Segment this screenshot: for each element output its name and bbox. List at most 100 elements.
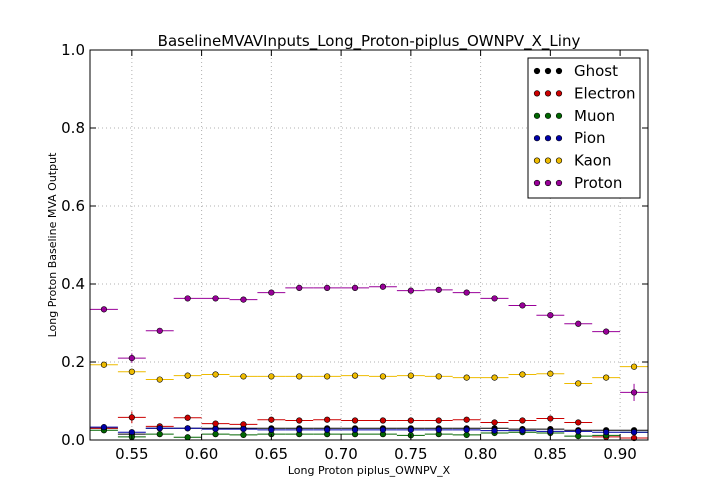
pion-point <box>575 428 582 435</box>
electron-point <box>435 417 442 424</box>
y-tick-label: 0.8 <box>61 119 85 137</box>
kaon-point <box>519 371 526 378</box>
proton-point <box>296 284 303 292</box>
pion-point <box>324 426 331 433</box>
proton-point <box>491 295 498 302</box>
x-tick-label: 0.85 <box>534 445 567 463</box>
legend-item-ghost: Ghost <box>533 62 618 80</box>
electron-point <box>128 414 135 421</box>
proton-point <box>268 289 275 296</box>
kaon-point <box>100 361 108 368</box>
legend-marker <box>555 157 563 164</box>
legend-marker <box>544 90 552 97</box>
proton-point <box>324 284 331 292</box>
pion-point <box>156 425 163 432</box>
electron-point <box>268 416 275 423</box>
proton-point <box>156 327 163 334</box>
legend-item-pion: Pion <box>533 129 606 147</box>
y-tick-label: 0.2 <box>61 353 85 371</box>
legend-item-kaon: Kaon <box>533 152 611 170</box>
series-layer <box>90 283 648 442</box>
electron-point <box>212 420 219 427</box>
muon-point <box>240 431 247 439</box>
muon-point <box>463 431 470 439</box>
legend-marker <box>533 135 541 142</box>
legend-label: Electron <box>574 84 636 102</box>
series-proton <box>90 283 648 401</box>
legend-items: Ghost Electron Muon Pion Kaon Proton <box>533 62 636 192</box>
series-pion <box>90 424 648 436</box>
legend-label: Kaon <box>574 152 611 170</box>
x-tick-label: 0.80 <box>464 445 497 463</box>
kaon-point <box>491 374 498 381</box>
x-axis-label: Long Proton piplus_OWNPV_X <box>288 464 451 477</box>
pion-point <box>100 424 108 431</box>
pion-point <box>407 426 414 433</box>
proton-point <box>212 295 219 302</box>
kaon-point <box>128 368 135 375</box>
kaon-point <box>324 373 331 380</box>
proton-point <box>463 289 470 296</box>
x-tick-label: 0.65 <box>255 445 288 463</box>
chart-title: BaselineMVAVInputs_Long_Proton-piplus_OW… <box>158 32 581 51</box>
proton-point <box>351 284 359 292</box>
legend-label: Proton <box>574 174 622 192</box>
legend-marker <box>533 179 541 187</box>
legend-marker <box>555 135 563 142</box>
muon-point <box>156 431 163 438</box>
tick-labels: 0.55 0.60 0.65 0.70 0.75 0.80 0.85 0.90 0.0 0.2 0.… <box>61 41 637 463</box>
electron-point <box>296 417 303 424</box>
legend-marker <box>555 90 563 97</box>
electron-point <box>184 414 191 421</box>
kaon-point <box>296 373 303 380</box>
x-tick-label: 0.60 <box>185 445 218 463</box>
pion-point <box>212 425 219 433</box>
kaon-point <box>575 380 582 387</box>
kaon-point <box>407 372 414 379</box>
kaon-point <box>184 372 191 379</box>
legend-marker <box>544 157 552 164</box>
legend-item-electron: Electron <box>533 84 636 102</box>
pion-point <box>240 425 247 433</box>
electron-point <box>491 419 498 426</box>
pion-point <box>296 426 303 433</box>
electron-point <box>463 416 470 423</box>
electron-point <box>351 417 359 424</box>
x-tick-label: 0.75 <box>394 445 427 463</box>
proton-point <box>547 312 554 319</box>
pion-point <box>519 427 526 434</box>
legend-marker <box>533 90 541 97</box>
proton-point <box>630 389 638 396</box>
x-tick-label: 0.90 <box>603 445 636 463</box>
proton-point <box>603 328 610 335</box>
kaon-point <box>156 376 163 383</box>
kaon-point <box>268 373 275 380</box>
legend-marker <box>544 135 552 142</box>
y-tick-label: 0.4 <box>61 275 85 293</box>
proton-point <box>435 286 442 293</box>
legend-marker <box>555 179 563 187</box>
kaon-point <box>435 373 442 380</box>
kaon-point <box>240 373 247 380</box>
legend-label: Muon <box>574 107 615 125</box>
legend: Ghost Electron Muon Pion Kaon Proton <box>527 57 641 199</box>
electron-point <box>519 417 526 424</box>
y-tick-label: 0.0 <box>61 431 85 449</box>
pion-point <box>463 426 470 433</box>
legend-marker <box>533 67 541 75</box>
electron-point <box>575 419 582 426</box>
legend-marker <box>555 112 563 119</box>
proton-point <box>575 320 582 327</box>
legend-marker <box>555 67 563 75</box>
proton-point <box>379 283 387 290</box>
ticks <box>90 49 648 441</box>
kaon-point <box>603 374 610 381</box>
proton-point <box>240 296 247 303</box>
plot-frame <box>89 49 649 441</box>
proton-point <box>407 287 414 294</box>
series-kaon <box>90 361 648 387</box>
electron-point <box>547 415 554 422</box>
kaon-point <box>463 374 470 381</box>
muon-point <box>184 434 191 441</box>
